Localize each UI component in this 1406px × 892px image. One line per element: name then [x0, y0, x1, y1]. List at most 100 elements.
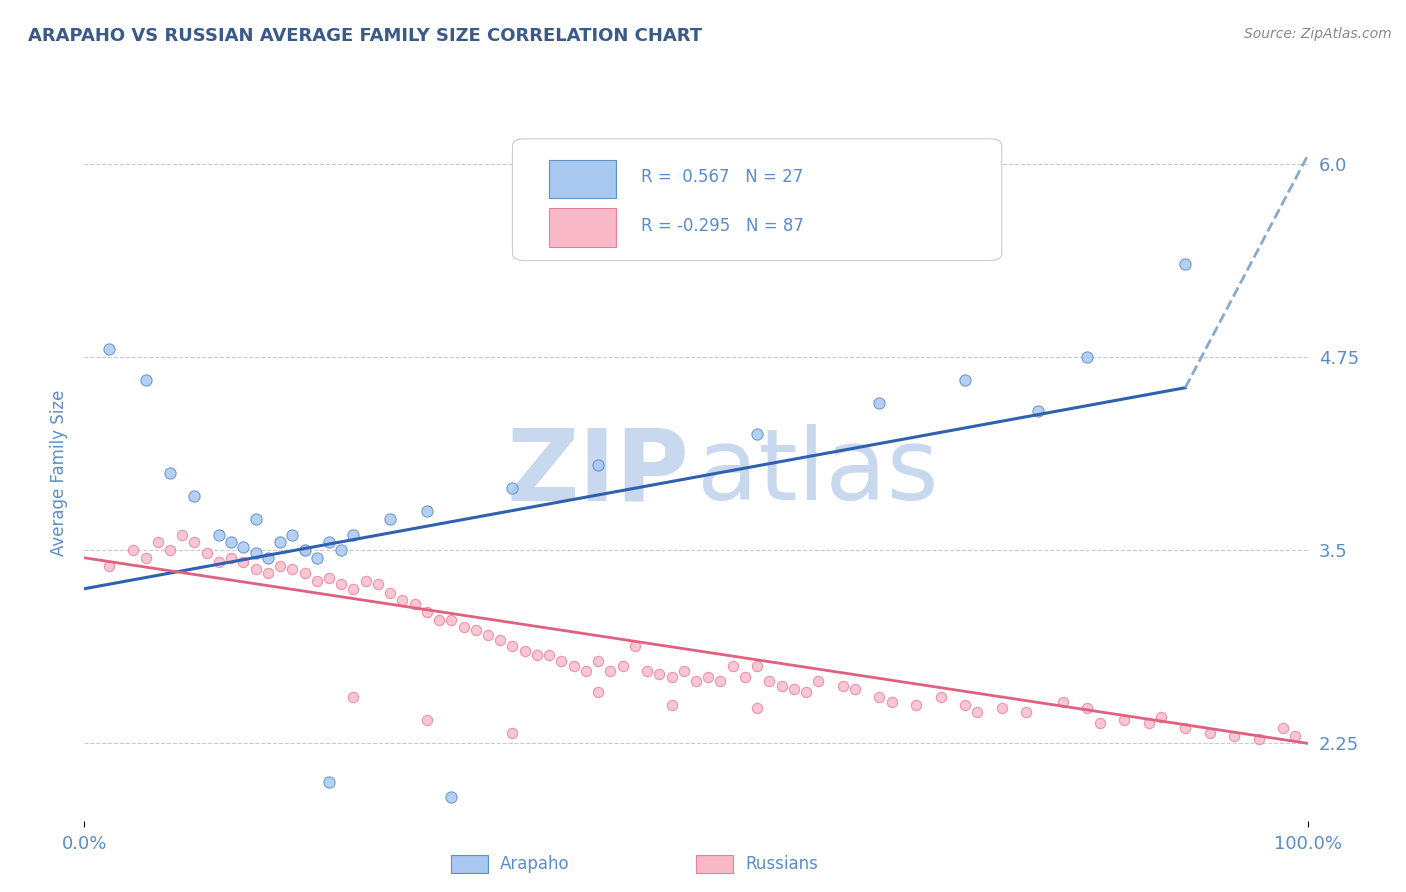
Point [1247, 731, 1270, 746]
Point [709, 674, 731, 689]
Point [807, 674, 830, 689]
Point [624, 639, 647, 653]
Point [318, 535, 340, 549]
Point [1174, 257, 1197, 271]
Point [416, 713, 439, 727]
Point [232, 556, 254, 570]
Point [661, 670, 683, 684]
Point [1198, 725, 1220, 739]
Point [513, 643, 536, 657]
Point [245, 512, 267, 526]
Point [477, 628, 499, 642]
Point [245, 546, 267, 560]
Point [991, 700, 1014, 714]
Point [1076, 700, 1098, 714]
Point [159, 543, 181, 558]
Point [294, 543, 316, 558]
Point [172, 527, 194, 541]
Point [953, 373, 976, 387]
Point [183, 535, 205, 549]
Point [599, 664, 621, 678]
Point [586, 685, 609, 699]
Y-axis label: Average Family Size: Average Family Size [49, 390, 67, 556]
Point [427, 613, 450, 627]
Point [342, 527, 364, 541]
Point [648, 666, 671, 681]
Point [1088, 716, 1111, 731]
Point [747, 427, 769, 442]
Point [502, 481, 524, 495]
Point [1284, 729, 1306, 743]
Point [747, 659, 769, 673]
Point [294, 566, 316, 581]
FancyBboxPatch shape [513, 139, 1002, 260]
Point [794, 685, 817, 699]
Point [135, 550, 157, 565]
Point [575, 664, 598, 678]
Point [1052, 695, 1074, 709]
Point [747, 700, 769, 714]
Point [305, 550, 328, 565]
Point [342, 690, 364, 704]
Point [1076, 350, 1098, 364]
Point [697, 670, 720, 684]
Point [146, 535, 169, 549]
Point [232, 540, 254, 554]
Point [869, 396, 891, 410]
Point [550, 654, 572, 668]
Point [502, 639, 524, 653]
Text: Source: ZipAtlas.com: Source: ZipAtlas.com [1244, 27, 1392, 41]
Point [464, 624, 486, 638]
Point [380, 586, 402, 600]
Point [305, 574, 328, 588]
Text: Arapaho: Arapaho [501, 855, 569, 873]
Point [905, 698, 928, 712]
Point [330, 543, 353, 558]
Text: atlas: atlas [697, 425, 939, 521]
Point [330, 577, 353, 591]
Point [122, 543, 145, 558]
Point [1028, 404, 1050, 418]
Point [929, 690, 952, 704]
Point [342, 582, 364, 596]
Point [367, 577, 389, 591]
Point [538, 648, 561, 663]
Point [318, 571, 340, 585]
Text: R = -0.295   N = 87: R = -0.295 N = 87 [641, 217, 804, 235]
Point [1114, 713, 1136, 727]
Point [453, 620, 475, 634]
Point [586, 654, 609, 668]
Point [208, 556, 231, 570]
Point [880, 695, 903, 709]
Point [758, 674, 780, 689]
FancyBboxPatch shape [550, 160, 616, 198]
Point [135, 373, 157, 387]
Point [685, 674, 707, 689]
Point [831, 679, 853, 693]
Point [783, 682, 806, 697]
Point [562, 659, 585, 673]
Point [219, 550, 242, 565]
Point [416, 605, 439, 619]
Text: ARAPAHO VS RUSSIAN AVERAGE FAMILY SIZE CORRELATION CHART: ARAPAHO VS RUSSIAN AVERAGE FAMILY SIZE C… [28, 27, 702, 45]
Point [440, 790, 463, 805]
Point [257, 550, 280, 565]
Point [97, 558, 120, 573]
Point [219, 535, 242, 549]
Point [1223, 729, 1246, 743]
Point [380, 512, 402, 526]
Point [281, 527, 304, 541]
Point [281, 561, 304, 575]
Point [721, 659, 744, 673]
FancyBboxPatch shape [550, 209, 616, 247]
Point [195, 546, 218, 560]
Point [869, 690, 891, 704]
Point [966, 706, 988, 720]
Point [526, 648, 548, 663]
Point [770, 679, 793, 693]
Point [953, 698, 976, 712]
Point [354, 574, 377, 588]
Point [269, 558, 291, 573]
Point [612, 659, 634, 673]
Point [183, 489, 205, 503]
